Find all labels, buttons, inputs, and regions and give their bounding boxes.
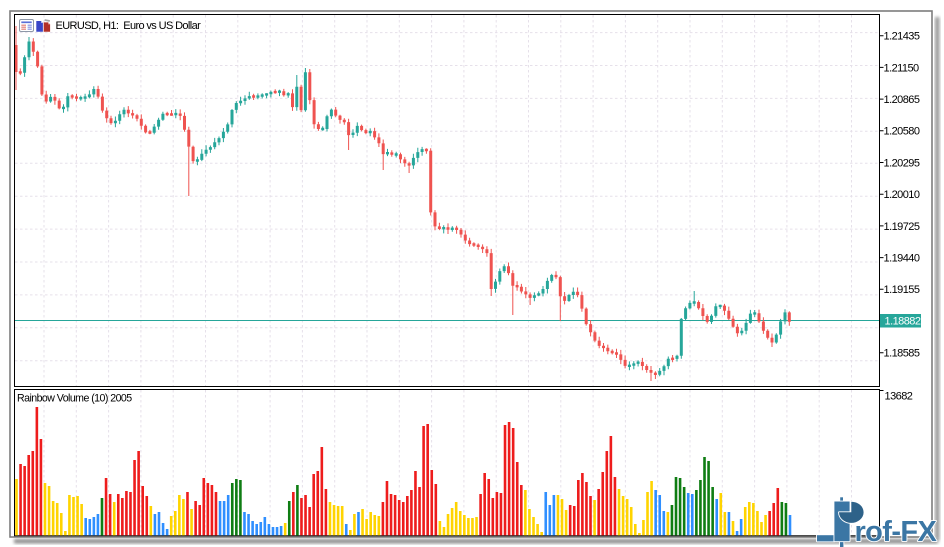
svg-text:1.21435: 1.21435 [884, 31, 920, 43]
svg-text:13682: 13682 [885, 391, 913, 403]
svg-text:1.19440: 1.19440 [884, 253, 920, 265]
svg-text:1.19155: 1.19155 [884, 284, 920, 296]
svg-text:1.20580: 1.20580 [884, 126, 920, 138]
svg-text:1.18585: 1.18585 [884, 348, 920, 360]
svg-text:1.18882: 1.18882 [885, 316, 921, 328]
svg-text:1.21150: 1.21150 [884, 62, 920, 74]
svg-text:Rainbow Volume (10) 2005: Rainbow Volume (10) 2005 [17, 392, 132, 404]
svg-text:EURUSD, H1: Euro vs US Dollar: EURUSD, H1: Euro vs US Dollar [56, 20, 202, 32]
svg-text:1.20865: 1.20865 [884, 94, 920, 106]
svg-text:1.19725: 1.19725 [884, 221, 920, 233]
svg-text:1.20010: 1.20010 [884, 189, 920, 201]
svg-text:rof-FX: rof-FX [855, 516, 938, 547]
svg-text:1.20295: 1.20295 [884, 157, 920, 169]
